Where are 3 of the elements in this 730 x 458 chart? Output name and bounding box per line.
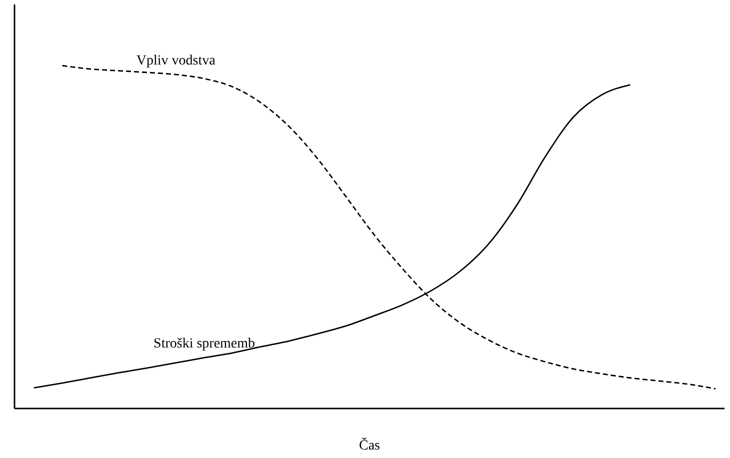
series-label: Stroški sprememb xyxy=(154,336,256,352)
series-label: Vpliv vodstva xyxy=(136,54,216,69)
x-axis-title: Čas xyxy=(359,436,380,454)
